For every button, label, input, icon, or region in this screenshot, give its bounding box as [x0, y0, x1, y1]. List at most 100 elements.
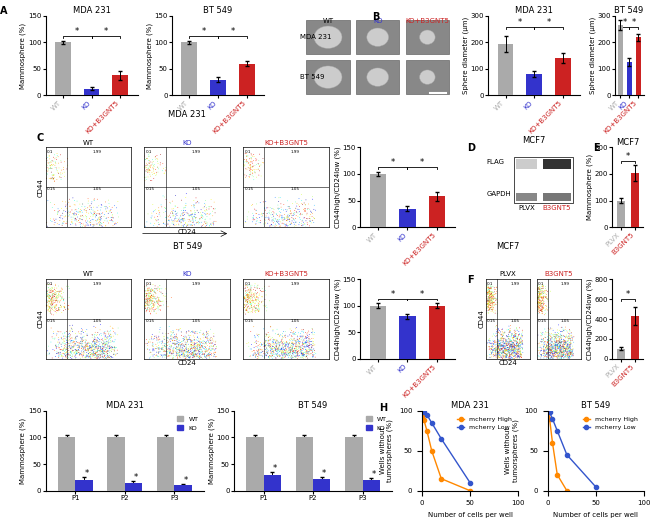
Point — [563, 333, 573, 341]
Point — [187, 213, 198, 221]
Point — [55, 348, 66, 357]
Point — [284, 203, 294, 211]
Text: 1.99: 1.99 — [191, 150, 200, 154]
Point — [292, 205, 303, 213]
Point — [73, 328, 84, 336]
Point — [44, 298, 55, 306]
Point — [203, 335, 213, 343]
Point — [181, 329, 192, 337]
Point — [538, 303, 549, 312]
Point — [538, 289, 549, 298]
Point — [545, 347, 556, 355]
Point — [281, 351, 292, 359]
Point — [566, 339, 576, 347]
Point — [240, 302, 251, 310]
Point — [66, 336, 77, 345]
Point — [50, 281, 60, 289]
Point — [57, 303, 67, 311]
Point — [564, 340, 574, 348]
Point — [547, 351, 558, 360]
Point — [484, 293, 494, 301]
Point — [70, 352, 80, 360]
Point — [46, 301, 57, 310]
Point — [491, 347, 502, 355]
Point — [552, 354, 562, 362]
Point — [565, 342, 575, 351]
Point — [287, 343, 298, 352]
Point — [42, 167, 52, 175]
Point — [556, 342, 567, 351]
Point — [73, 210, 84, 219]
Point — [101, 354, 112, 362]
Point — [168, 348, 178, 357]
Point — [311, 349, 321, 358]
Point — [540, 284, 551, 293]
Point — [559, 350, 569, 359]
Point — [532, 282, 543, 290]
Point — [65, 351, 75, 360]
Point — [46, 324, 57, 332]
Point — [486, 345, 497, 353]
Point — [68, 210, 79, 218]
Point — [142, 290, 152, 298]
Point — [263, 333, 274, 341]
Point — [300, 206, 310, 215]
Point — [537, 303, 547, 311]
Point — [509, 342, 519, 351]
Point — [96, 212, 107, 221]
Point — [143, 295, 153, 304]
Point — [178, 216, 188, 224]
Point — [194, 199, 204, 207]
Point — [196, 353, 207, 361]
Point — [554, 342, 565, 350]
Point — [183, 352, 193, 360]
Point — [200, 196, 211, 205]
Point — [101, 348, 112, 357]
Point — [97, 352, 107, 360]
Point — [94, 346, 105, 354]
Point — [145, 163, 155, 172]
Point — [98, 348, 108, 356]
Point — [143, 287, 153, 295]
Point — [484, 294, 495, 303]
Point — [109, 201, 120, 210]
Point — [103, 330, 114, 338]
Point — [71, 211, 81, 219]
Point — [176, 324, 186, 333]
Point — [179, 342, 190, 350]
Point — [482, 296, 493, 305]
Point — [202, 351, 212, 360]
Point — [42, 169, 52, 177]
Point — [298, 339, 308, 348]
Point — [48, 328, 58, 336]
Point — [254, 300, 264, 308]
Point — [57, 219, 68, 227]
Point — [194, 342, 204, 350]
Point — [202, 345, 212, 353]
Point — [560, 345, 571, 353]
Point — [551, 334, 561, 342]
Point — [110, 220, 120, 229]
Point — [186, 337, 196, 346]
Point — [91, 211, 101, 220]
Point — [149, 301, 159, 309]
Point — [110, 351, 120, 360]
Point — [255, 350, 265, 358]
Point — [187, 201, 197, 210]
Point — [192, 352, 203, 361]
Point — [64, 348, 74, 357]
Point — [512, 341, 522, 350]
Point — [558, 347, 569, 355]
Point — [188, 200, 199, 209]
Point — [145, 296, 155, 305]
Point — [188, 216, 198, 224]
Point — [45, 304, 55, 312]
Point — [98, 348, 108, 357]
Point — [294, 336, 305, 344]
Point — [286, 346, 296, 354]
Point — [146, 307, 157, 315]
Point — [240, 295, 251, 304]
Point — [70, 348, 81, 356]
Point — [287, 338, 297, 347]
Point — [200, 207, 211, 216]
